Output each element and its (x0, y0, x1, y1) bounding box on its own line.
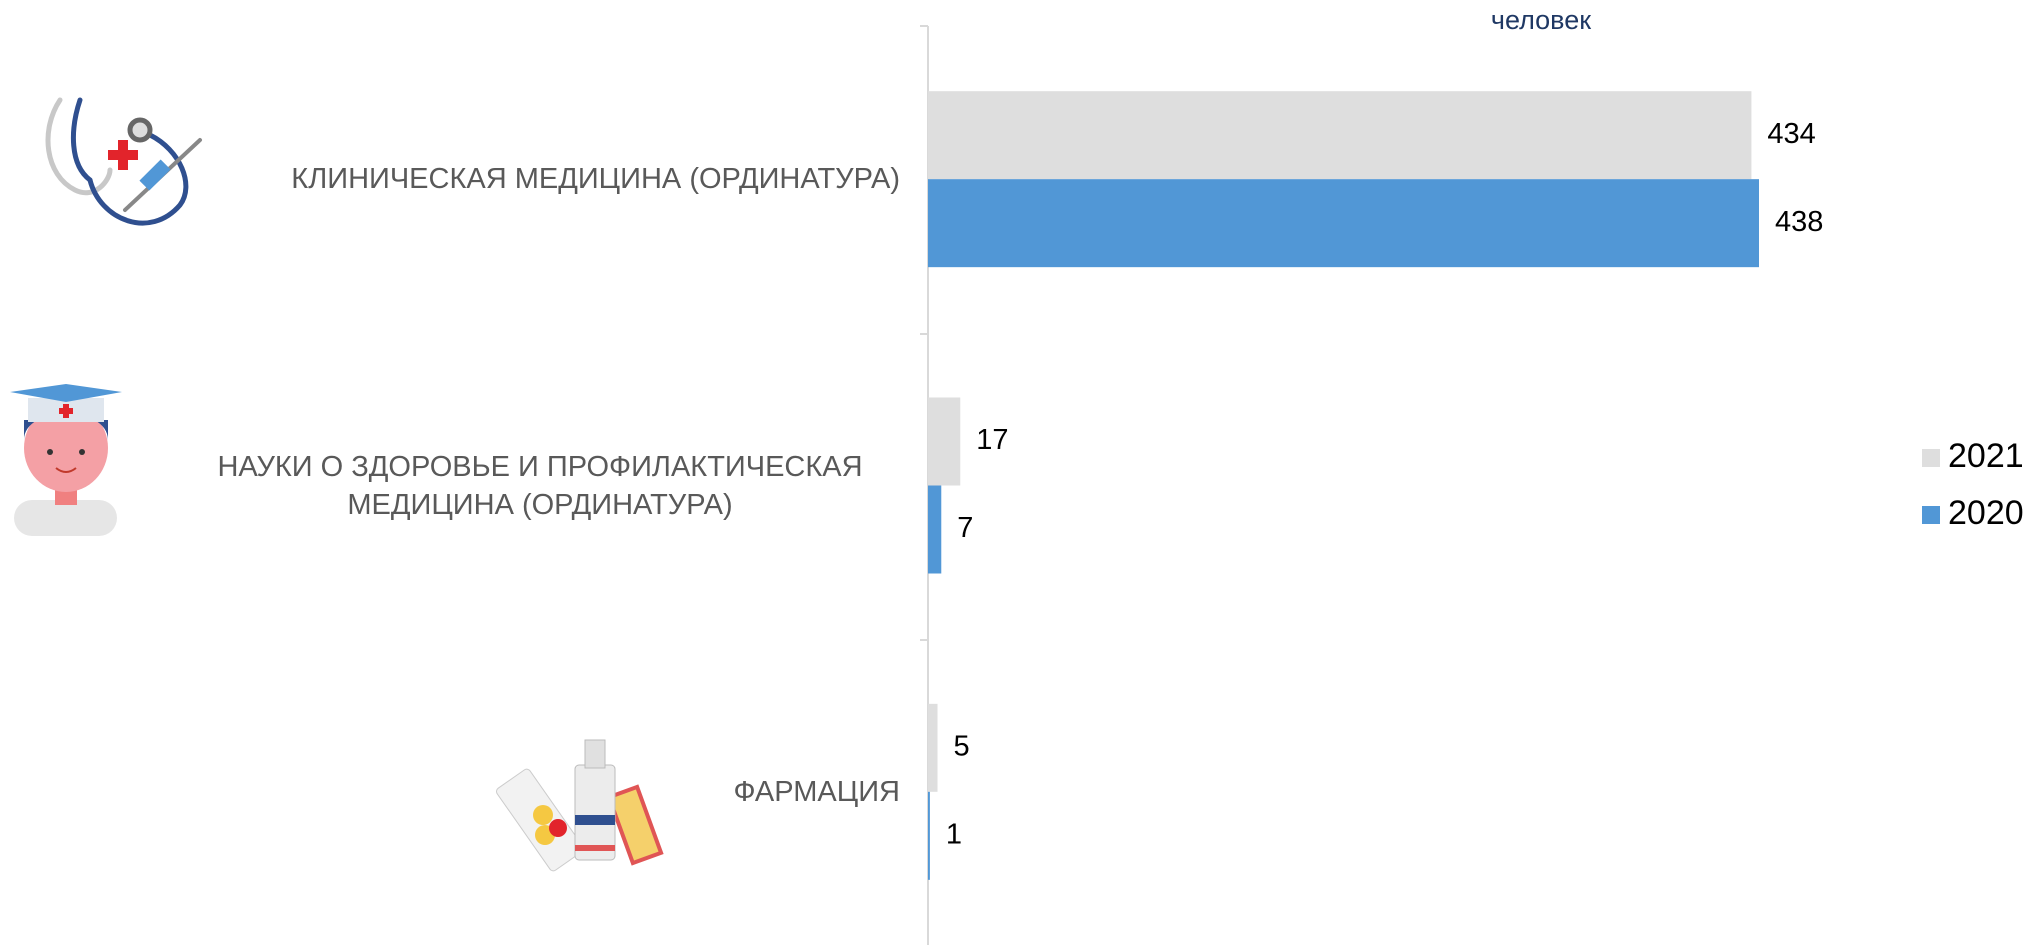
data-label: 5 (953, 730, 969, 762)
data-label: 1 (946, 818, 962, 850)
category-label: НАУКИ О ЗДОРОВЬЕ И ПРОФИЛАКТИЧЕСКАЯ МЕДИ… (217, 450, 863, 521)
category-label: КЛИНИЧЕСКАЯ МЕДИЦИНА (ОРДИНАТУРА) (291, 163, 900, 196)
data-label: 438 (1775, 206, 1823, 238)
bar (928, 91, 1752, 180)
icon-stethoscope (45, 97, 202, 226)
legend-swatch (1922, 506, 1940, 524)
bar (928, 791, 930, 880)
category-label-box: НАУКИ О ЗДОРОВЬЕ И ПРОФИЛАКТИЧЕСКАЯ МЕДИ… (180, 426, 900, 546)
legend-swatch (1922, 449, 1940, 467)
icon-nurse (10, 384, 122, 536)
category-label-box: ФАРМАЦИЯ (733, 732, 900, 852)
category-label-box: КЛИНИЧЕСКАЯ МЕДИЦИНА (ОРДИНАТУРА) (291, 119, 900, 239)
category-label: ФАРМАЦИЯ (733, 775, 900, 808)
data-label: 434 (1767, 118, 1815, 150)
legend-label: 2020 (1948, 494, 2024, 532)
data-label: 17 (976, 424, 1008, 456)
bar (928, 485, 942, 574)
bar (928, 179, 1759, 268)
icon-pharmacy (496, 739, 664, 872)
legend-label: 2021 (1948, 437, 2024, 475)
chart-subtitle: человек (1491, 5, 1591, 35)
data-label: 7 (957, 512, 973, 544)
bar (928, 397, 961, 486)
icon-cross (108, 140, 138, 170)
bar (928, 703, 938, 792)
